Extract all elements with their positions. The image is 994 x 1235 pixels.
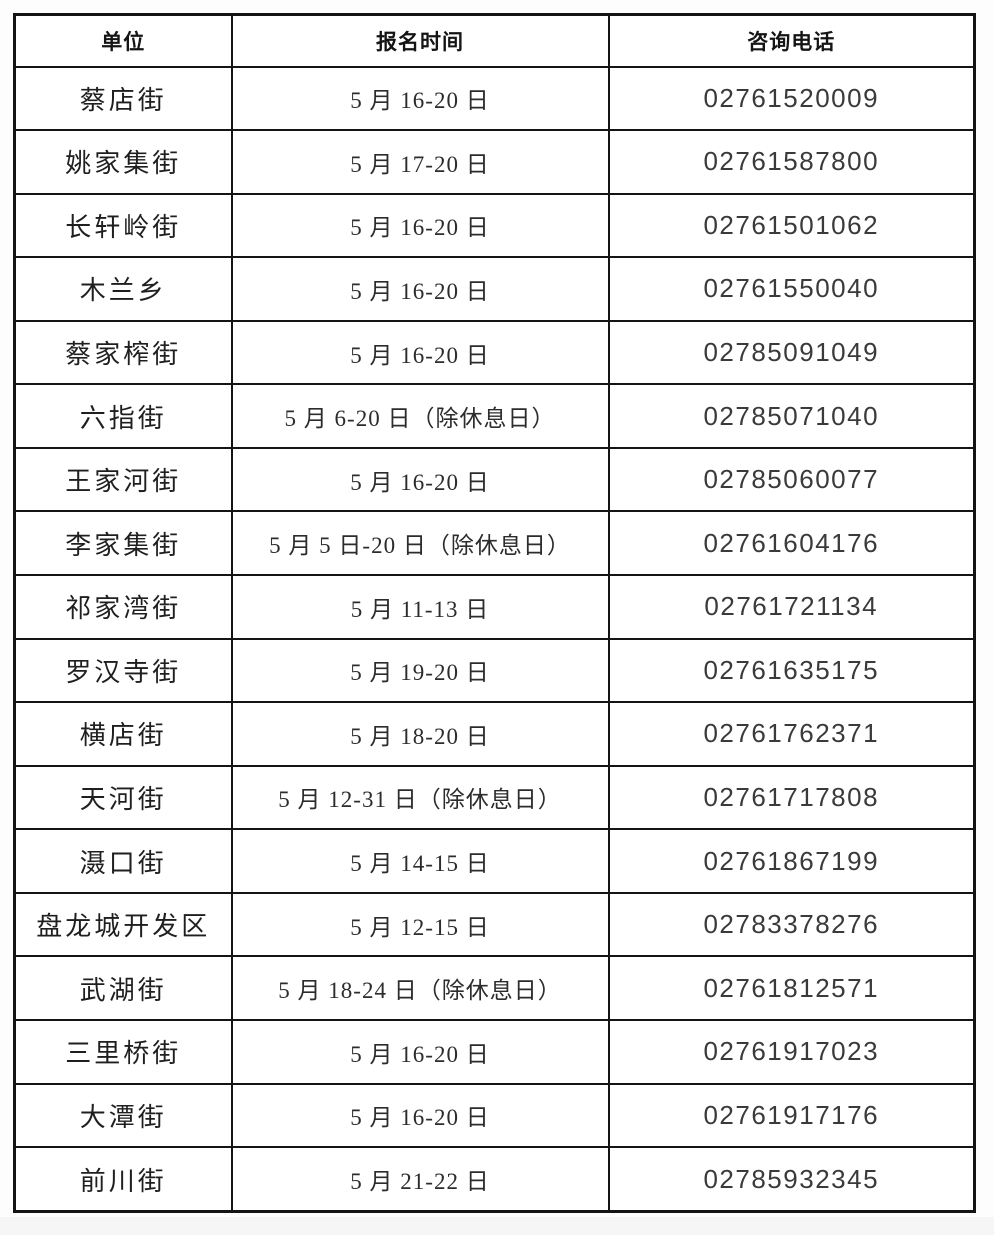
phone-cell: 02761917023 (607, 1018, 976, 1085)
table-row: 姚家集街 5 月 17-20 日 02761587800 (13, 129, 976, 195)
table-row: 木兰乡 5 月 16-20 日 02761550040 (13, 256, 976, 322)
unit-cell: 蔡店街 (13, 65, 233, 132)
unit-cell: 木兰乡 (13, 256, 233, 322)
table-row: 六指街 5 月 6-20 日（除休息日） 02785071040 (13, 383, 976, 449)
time-cell: 5 月 16-20 日 (230, 319, 610, 386)
time-cell: 5 月 16-20 日 (230, 192, 610, 259)
table-row: 前川街 5 月 21-22 日 02785932345 (13, 1146, 976, 1213)
unit-cell: 蔡家榨街 (13, 319, 233, 386)
unit-cell: 王家河街 (13, 446, 233, 513)
header-cell-unit: 单位 (13, 13, 233, 68)
time-cell: 5 月 19-20 日 (230, 637, 610, 704)
phone-cell: 02785932345 (607, 1146, 976, 1213)
unit-cell: 李家集街 (13, 510, 233, 576)
table-header: 单位 报名时间 咨询电话 (13, 13, 976, 68)
table-row: 王家河街 5 月 16-20 日 02785060077 (13, 446, 976, 513)
phone-cell: 02761520009 (607, 65, 976, 132)
time-cell: 5 月 18-24 日（除休息日） (230, 955, 610, 1021)
unit-cell: 盘龙城开发区 (13, 891, 233, 958)
registration-table: 单位 报名时间 咨询电话 蔡店街 5 月 16-20 日 02761520009… (13, 13, 976, 1213)
time-cell: 5 月 18-20 日 (230, 701, 610, 767)
unit-cell: 武湖街 (13, 955, 233, 1021)
table-row: 长轩岭街 5 月 16-20 日 02761501062 (13, 192, 976, 259)
time-cell: 5 月 21-22 日 (230, 1146, 610, 1213)
table-row: 横店街 5 月 18-20 日 02761762371 (13, 701, 976, 767)
table-row: 蔡家榨街 5 月 16-20 日 02785091049 (13, 319, 976, 386)
table-row: 李家集街 5 月 5 日-20 日（除休息日） 02761604176 (13, 510, 976, 576)
time-cell: 5 月 16-20 日 (230, 446, 610, 513)
unit-cell: 前川街 (13, 1146, 233, 1213)
table-row: 天河街 5 月 12-31 日（除休息日） 02761717808 (13, 764, 976, 831)
time-cell: 5 月 5 日-20 日（除休息日） (230, 510, 610, 576)
time-cell: 5 月 12-31 日（除休息日） (230, 764, 610, 831)
table-row: 三里桥街 5 月 16-20 日 02761917023 (13, 1018, 976, 1085)
time-cell: 5 月 16-20 日 (230, 1018, 610, 1085)
unit-cell: 三里桥街 (13, 1018, 233, 1085)
unit-cell: 长轩岭街 (13, 192, 233, 259)
table-row: 滠口街 5 月 14-15 日 02761867199 (13, 828, 976, 894)
phone-cell: 02783378276 (607, 891, 976, 958)
header-row: 单位 报名时间 咨询电话 (13, 13, 976, 68)
table-row: 武湖街 5 月 18-24 日（除休息日） 02761812571 (13, 955, 976, 1021)
time-cell: 5 月 16-20 日 (230, 65, 610, 132)
time-cell: 5 月 14-15 日 (230, 828, 610, 894)
phone-cell: 02785071040 (607, 383, 976, 449)
table-row: 蔡店街 5 月 16-20 日 02761520009 (13, 65, 976, 132)
phone-cell: 02761635175 (607, 637, 976, 704)
table-body: 蔡店街 5 月 16-20 日 02761520009 姚家集街 5 月 17-… (13, 65, 976, 1213)
page-bottom-margin (0, 1217, 994, 1235)
time-cell: 5 月 16-20 日 (230, 256, 610, 322)
unit-cell: 罗汉寺街 (13, 637, 233, 704)
phone-cell: 02785060077 (607, 446, 976, 513)
phone-cell: 02761867199 (607, 828, 976, 894)
table-row: 大潭街 5 月 16-20 日 02761917176 (13, 1082, 976, 1149)
time-cell: 5 月 12-15 日 (230, 891, 610, 958)
time-cell: 5 月 11-13 日 (230, 574, 610, 640)
time-cell: 5 月 16-20 日 (230, 1082, 610, 1149)
unit-cell: 姚家集街 (13, 129, 233, 195)
phone-cell: 02761501062 (607, 192, 976, 259)
table-row: 罗汉寺街 5 月 19-20 日 02761635175 (13, 637, 976, 704)
unit-cell: 滠口街 (13, 828, 233, 894)
phone-cell: 02761587800 (607, 129, 976, 195)
table-row: 盘龙城开发区 5 月 12-15 日 02783378276 (13, 891, 976, 958)
phone-cell: 02761762371 (607, 701, 976, 767)
unit-cell: 大潭街 (13, 1082, 233, 1149)
phone-cell: 02761917176 (607, 1082, 976, 1149)
header-cell-time: 报名时间 (230, 13, 610, 68)
unit-cell: 六指街 (13, 383, 233, 449)
unit-cell: 祁家湾街 (13, 574, 233, 640)
unit-cell: 横店街 (13, 701, 233, 767)
table-row: 祁家湾街 5 月 11-13 日 02761721134 (13, 574, 976, 640)
phone-cell: 02761721134 (607, 574, 976, 640)
phone-cell: 02761717808 (607, 764, 976, 831)
phone-cell: 02785091049 (607, 319, 976, 386)
header-cell-phone: 咨询电话 (607, 13, 976, 68)
time-cell: 5 月 17-20 日 (230, 129, 610, 195)
phone-cell: 02761550040 (607, 256, 976, 322)
phone-cell: 02761812571 (607, 955, 976, 1021)
time-cell: 5 月 6-20 日（除休息日） (230, 383, 610, 449)
phone-cell: 02761604176 (607, 510, 976, 576)
unit-cell: 天河街 (13, 764, 233, 831)
